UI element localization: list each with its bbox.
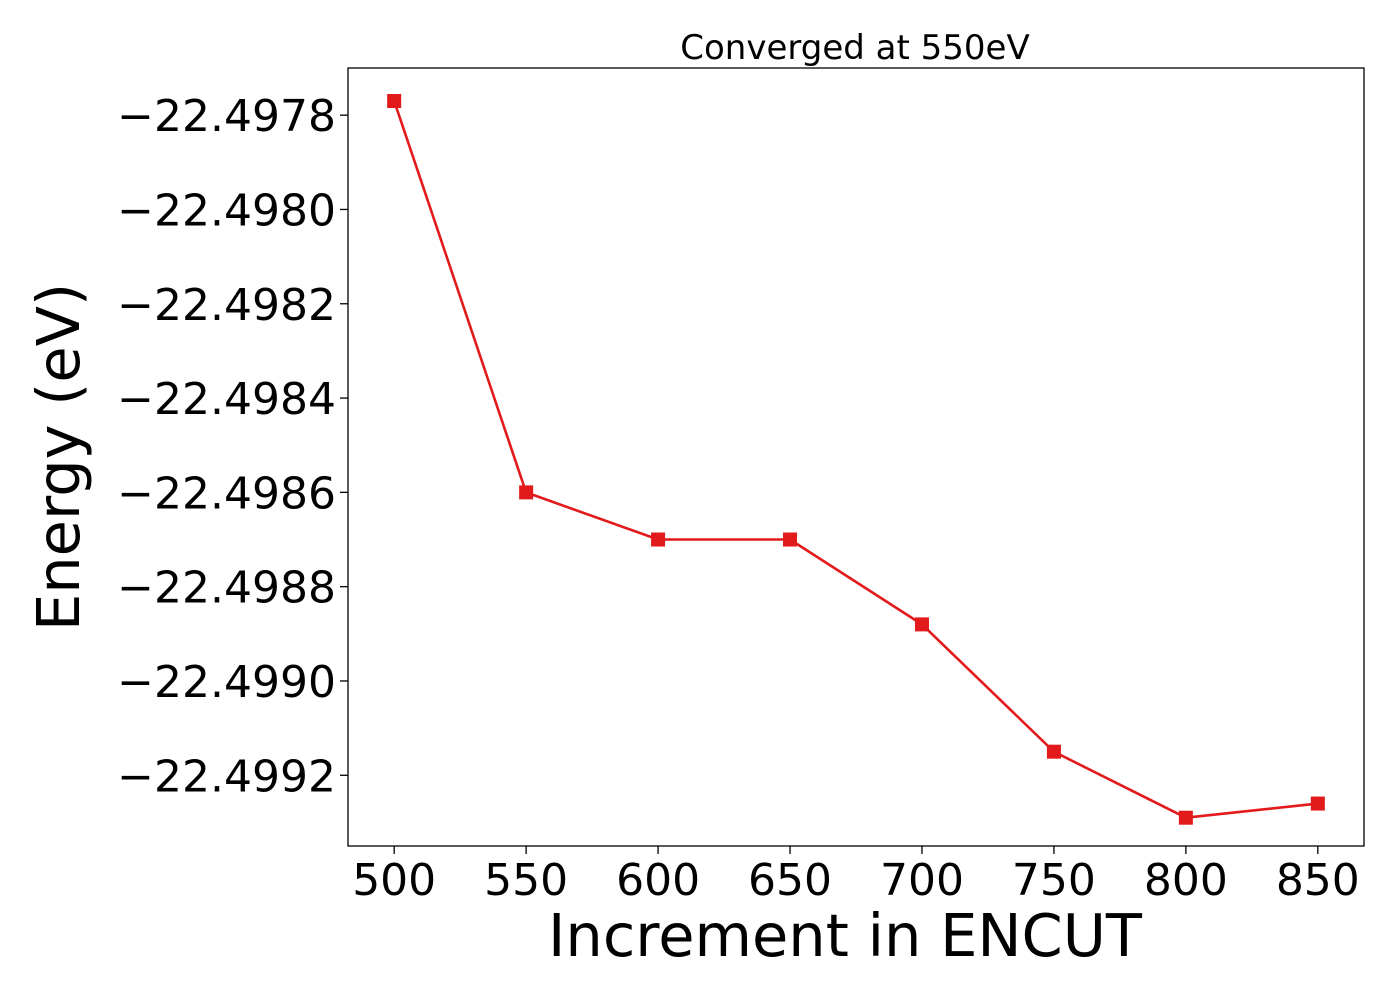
data-point-marker: [1178, 810, 1193, 825]
data-point-marker: [783, 532, 798, 547]
y-tick-label: −22.4982: [117, 280, 336, 331]
series-line: [392, 100, 1318, 820]
data-point-marker: [519, 485, 534, 500]
y-tick-label: −22.4978: [117, 91, 336, 142]
x-tick-label: 850: [1276, 855, 1360, 906]
plot-area: [387, 94, 1325, 825]
data-point-marker: [651, 532, 666, 547]
y-tick-label: −22.4980: [117, 185, 336, 236]
data-point-marker: [387, 94, 402, 109]
x-tick-label: 650: [748, 855, 832, 906]
x-axis-label: Increment in ENCUT: [548, 901, 1143, 970]
y-tick-label: −22.4986: [117, 468, 336, 519]
data-point-marker: [914, 617, 929, 632]
data-point-marker: [1310, 796, 1325, 811]
y-tick-label: −22.4984: [117, 374, 336, 425]
x-tick-label: 500: [352, 855, 436, 906]
y-axis: −22.4978 −22.4980 −22.4982 −22.4984 −22.4986…: [117, 91, 348, 802]
data-point-marker: [1046, 744, 1061, 759]
x-tick-label: 800: [1144, 855, 1228, 906]
x-tick-label: 700: [880, 855, 964, 906]
y-tick-label: −22.4990: [117, 657, 336, 708]
x-tick-label: 750: [1012, 855, 1096, 906]
y-tick-label: −22.4992: [117, 751, 336, 802]
chart-title: Converged at 550eV: [680, 28, 1029, 68]
x-tick-label: 550: [484, 855, 568, 906]
plot-frame: [347, 67, 1365, 847]
x-tick-label: 600: [616, 855, 700, 906]
x-axis: 500 550 600 650 700 750 800 850: [352, 846, 1360, 906]
y-tick-label: −22.4988: [117, 563, 336, 614]
y-axis-label: Energy (eV): [24, 283, 93, 631]
